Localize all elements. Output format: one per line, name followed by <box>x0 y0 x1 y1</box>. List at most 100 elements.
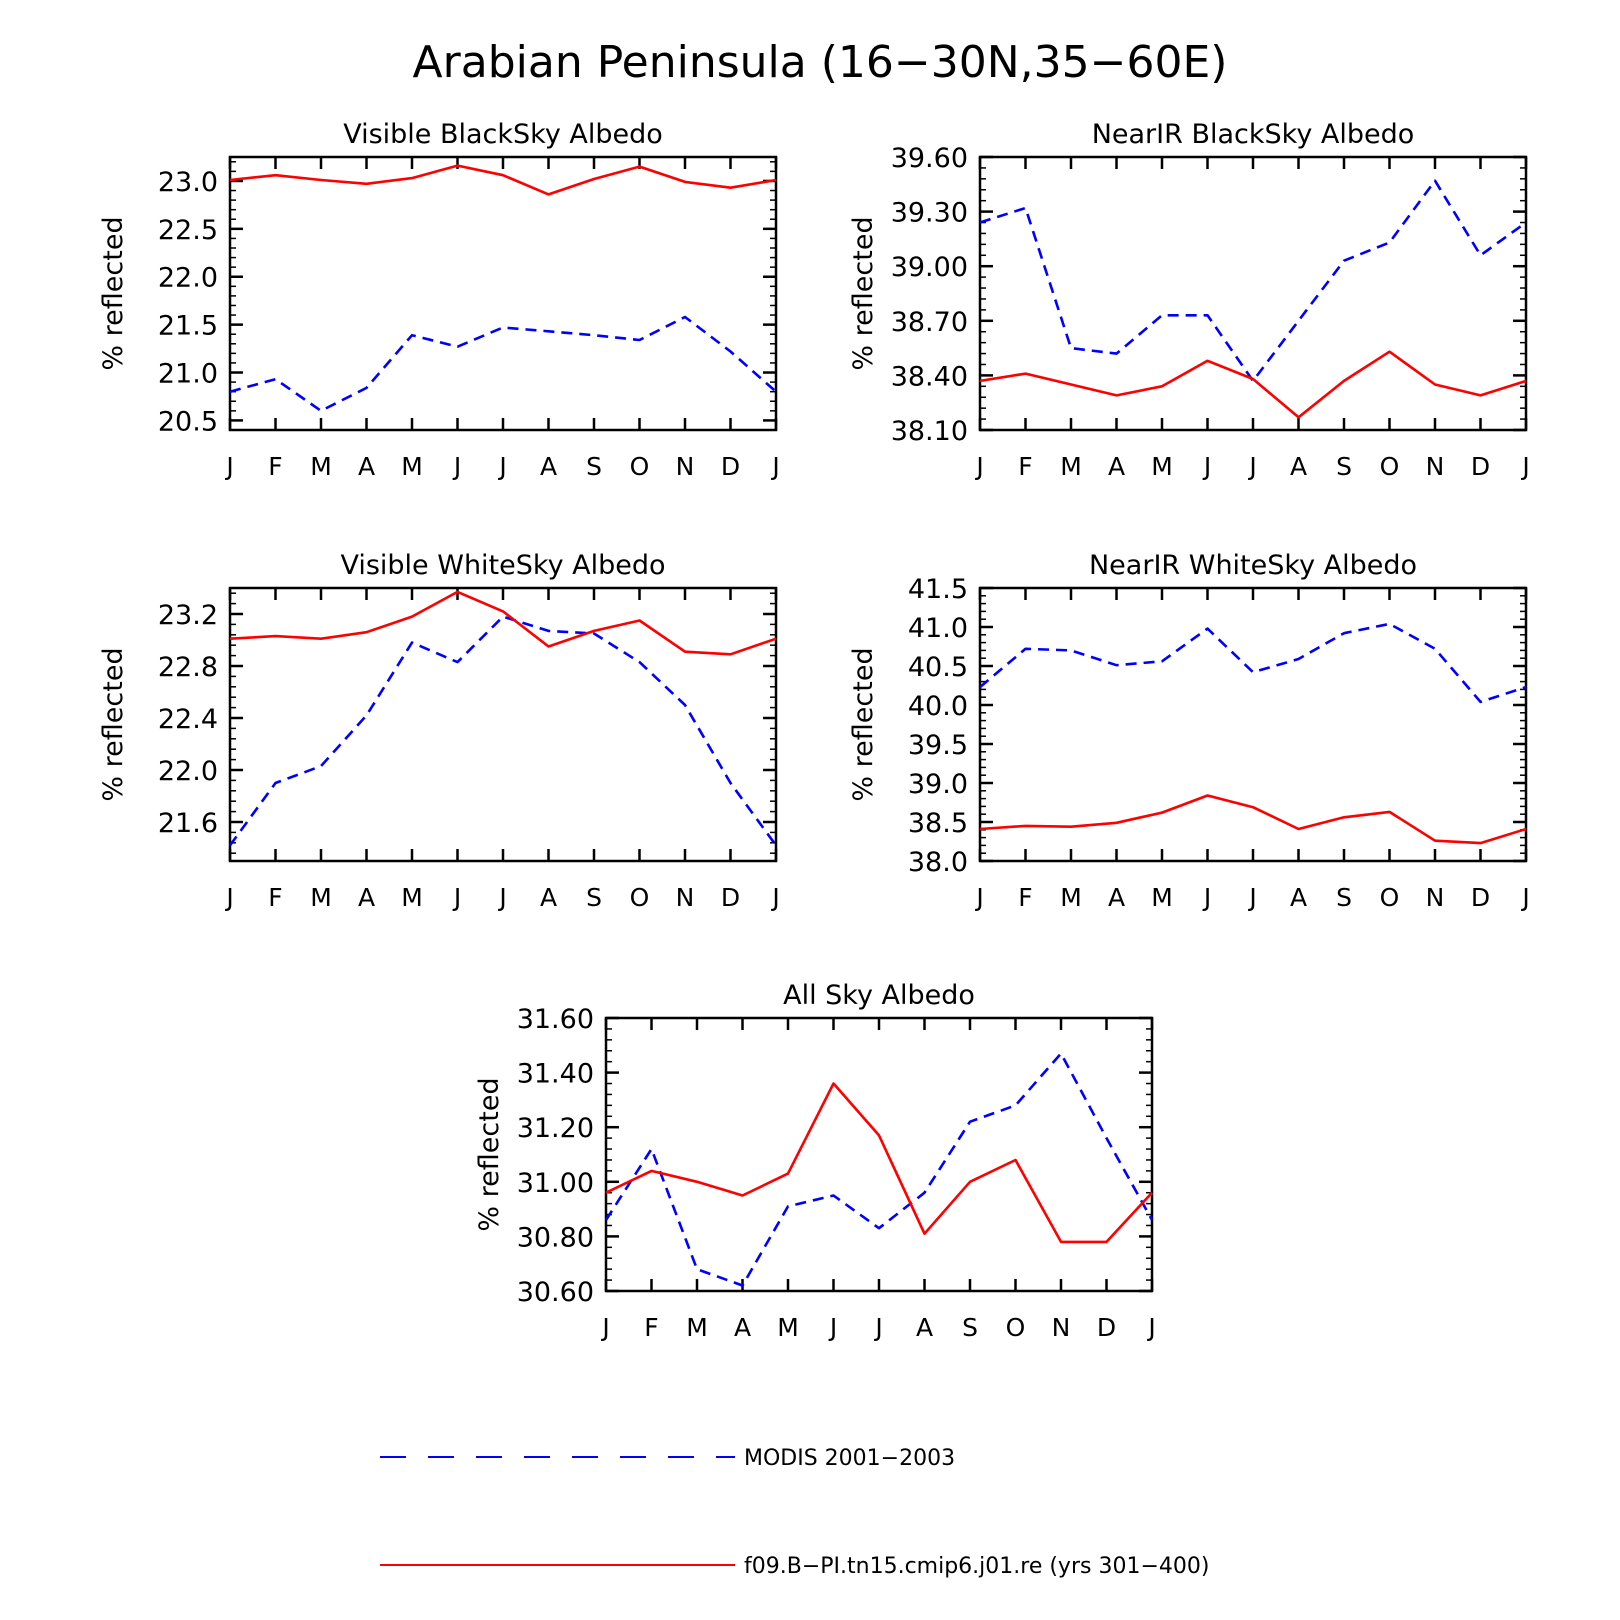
series-line-model <box>229 164 777 196</box>
y-tick-label: 40.0 <box>908 691 968 722</box>
x-tick-label: D <box>721 452 740 481</box>
x-tick-label: J <box>224 452 233 481</box>
series-line-modis <box>228 615 778 847</box>
x-tick-label: M <box>1151 883 1173 912</box>
x-tick-label: J <box>974 452 983 481</box>
panel-title: Visible WhiteSky Albedo <box>340 550 665 581</box>
x-tick-label: J <box>600 1313 609 1342</box>
x-tick-label: J <box>497 883 506 912</box>
x-tick-label: S <box>586 452 602 481</box>
y-tick-label: 31.40 <box>517 1059 594 1090</box>
y-tick-label: 22.4 <box>158 704 218 735</box>
x-tick-label: S <box>586 883 602 912</box>
y-tick-label: 21.5 <box>158 311 218 342</box>
y-tick-label: 31.60 <box>517 1004 594 1035</box>
y-tick-label: 40.5 <box>908 652 968 683</box>
y-tick-label: 38.40 <box>891 361 968 392</box>
x-tick-label: O <box>1380 452 1400 481</box>
x-tick-label: J <box>828 1313 837 1342</box>
y-axis-label: % reflected <box>848 216 879 370</box>
x-tick-label: D <box>1097 1313 1116 1342</box>
x-tick-label: N <box>1052 1313 1071 1342</box>
y-axis-label: % reflected <box>474 1077 505 1231</box>
x-tick-label: O <box>630 883 650 912</box>
x-tick-label: D <box>1471 452 1490 481</box>
x-tick-label: M <box>1060 452 1082 481</box>
x-tick-label: A <box>1290 452 1307 481</box>
plot-frame <box>604 1016 1154 1293</box>
y-tick-label: 22.0 <box>158 756 218 787</box>
y-tick-label: 23.0 <box>158 167 218 198</box>
panel-title: NearIR BlackSky Albedo <box>1092 119 1415 150</box>
panel-title: All Sky Albedo <box>783 980 975 1011</box>
x-tick-label: S <box>1336 883 1352 912</box>
x-tick-label: J <box>1520 883 1529 912</box>
y-tick-label: 39.00 <box>891 252 968 283</box>
x-tick-label: A <box>358 883 375 912</box>
x-tick-label: A <box>1290 883 1307 912</box>
plot-frame <box>228 155 778 432</box>
x-tick-label: A <box>540 883 557 912</box>
panel-title: NearIR WhiteSky Albedo <box>1089 550 1417 581</box>
legend-label-modis: MODIS 2001−2003 <box>744 1446 955 1471</box>
x-tick-label: J <box>1247 883 1256 912</box>
x-tick-label: F <box>644 1313 658 1342</box>
x-tick-label: J <box>1247 452 1256 481</box>
x-tick-label: M <box>777 1313 799 1342</box>
y-tick-label: 31.00 <box>517 1168 594 1199</box>
x-tick-label: F <box>1018 883 1032 912</box>
series-line-modis <box>979 179 1527 383</box>
x-tick-label: D <box>721 883 740 912</box>
y-axis-label: % reflected <box>98 216 129 370</box>
x-tick-label: M <box>401 452 423 481</box>
legend-label-model: f09.B−PI.tn15.cmip6.j01.re (yrs 301−400) <box>744 1554 1209 1579</box>
y-tick-label: 30.80 <box>517 1222 594 1253</box>
y-tick-label: 20.5 <box>158 406 218 437</box>
panel-title: Visible BlackSky Albedo <box>343 119 663 150</box>
y-axis-label: % reflected <box>98 647 129 801</box>
x-tick-label: J <box>1202 883 1211 912</box>
y-tick-label: 21.6 <box>158 808 218 839</box>
x-tick-label: J <box>1520 452 1529 481</box>
x-tick-label: D <box>1471 883 1490 912</box>
plot-frame <box>228 586 778 863</box>
series-line-modis <box>604 1052 1154 1287</box>
legend: MODIS 2001−2003 f09.B−PI.tn15.cmip6.j01.… <box>380 1446 1209 1579</box>
y-tick-label: 38.0 <box>908 847 968 878</box>
y-tick-label: 22.8 <box>158 652 218 683</box>
series-line-modis <box>229 315 777 413</box>
y-tick-label: 39.30 <box>891 198 968 229</box>
y-tick-label: 41.5 <box>908 574 968 605</box>
y-tick-label: 38.5 <box>908 808 968 839</box>
y-tick-label: 39.5 <box>908 730 968 761</box>
plot-frame <box>978 586 1528 863</box>
y-tick-label: 39.60 <box>891 143 968 174</box>
x-tick-label: J <box>1202 452 1211 481</box>
series-line-model <box>605 1082 1153 1244</box>
y-tick-label: 30.60 <box>517 1277 594 1308</box>
x-tick-label: M <box>310 883 332 912</box>
x-tick-label: O <box>1006 1313 1026 1342</box>
series-line-model <box>229 590 777 656</box>
x-tick-label: M <box>686 1313 708 1342</box>
x-tick-label: N <box>676 883 695 912</box>
y-tick-label: 23.2 <box>158 600 218 631</box>
y-tick-label: 22.0 <box>158 263 218 294</box>
x-tick-label: O <box>1380 883 1400 912</box>
x-tick-label: A <box>1108 883 1125 912</box>
y-tick-label: 38.70 <box>891 307 968 338</box>
y-tick-label: 22.5 <box>158 215 218 246</box>
x-tick-label: J <box>1146 1313 1155 1342</box>
x-tick-label: J <box>974 883 983 912</box>
y-tick-label: 39.0 <box>908 769 968 800</box>
x-tick-label: J <box>452 452 461 481</box>
x-tick-label: F <box>268 452 282 481</box>
figure-title: Arabian Peninsula (16−30N,35−60E) <box>413 37 1228 88</box>
x-tick-label: N <box>676 452 695 481</box>
